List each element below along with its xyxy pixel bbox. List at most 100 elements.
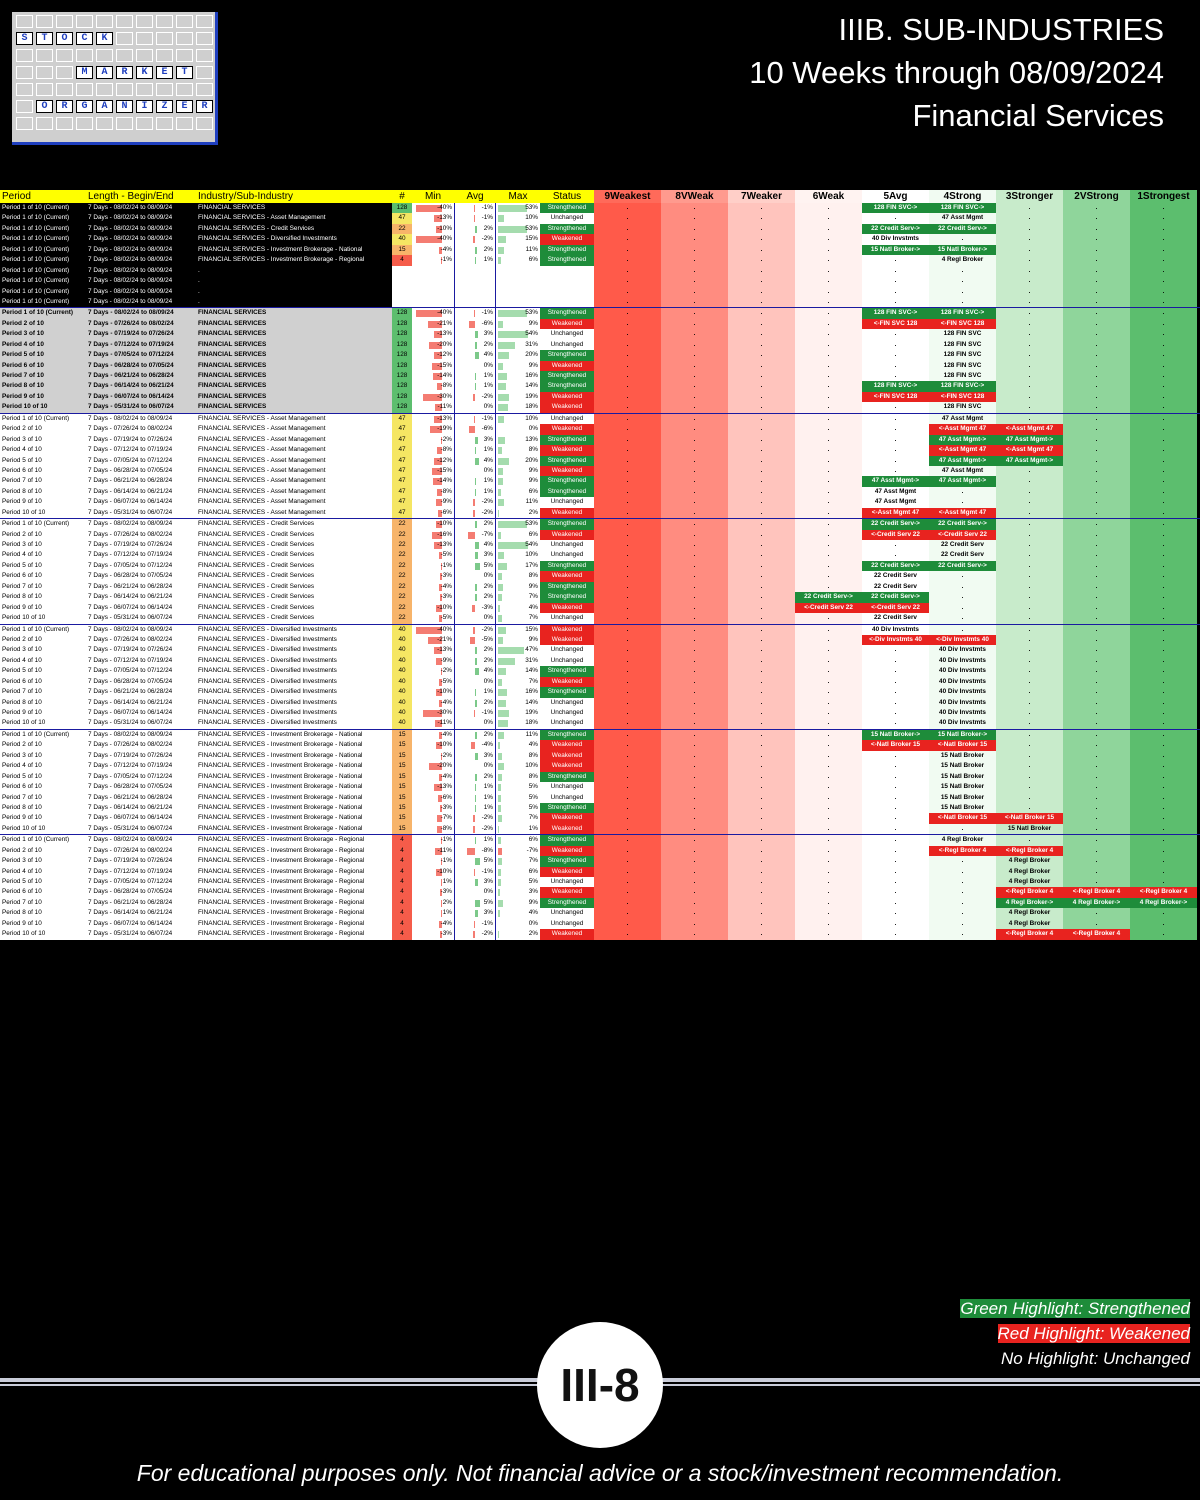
table-cell: -6% bbox=[412, 792, 454, 803]
table-cell: . bbox=[1130, 434, 1197, 446]
table-cell: . bbox=[1063, 507, 1130, 519]
value-bar bbox=[475, 773, 477, 781]
table-cell: 4 Regl Broker-> bbox=[1063, 897, 1130, 909]
table-cell: Period 8 of 10 bbox=[0, 486, 86, 498]
value-text: -5% bbox=[440, 614, 452, 622]
table-cell: . bbox=[728, 413, 795, 425]
table-cell: . bbox=[1130, 718, 1197, 729]
table-cell bbox=[496, 296, 540, 308]
table-cell: FINANCIAL SERVICES - Investment Brokerag… bbox=[196, 897, 392, 909]
table-cell: . bbox=[862, 465, 929, 477]
table-row: Period 4 of 10 7 Days - 07/12/24 to 07/19… bbox=[0, 445, 1200, 456]
legend-red-text: Red Highlight: Weakened bbox=[997, 1324, 1190, 1343]
table-cell: 7 Days - 07/05/24 to 07/12/24 bbox=[86, 877, 196, 888]
value-bar bbox=[439, 773, 442, 781]
table-cell: . bbox=[795, 740, 862, 751]
table-cell: . bbox=[594, 581, 661, 593]
table-cell: . bbox=[996, 581, 1063, 593]
table-cell: 4% bbox=[496, 908, 540, 919]
value-bar bbox=[475, 657, 477, 665]
table-cell: 4 bbox=[392, 908, 412, 919]
table-cell: 40 Div Invstmts bbox=[929, 718, 996, 729]
table-row: Period 8 of 10 7 Days - 06/14/24 to 06/21… bbox=[0, 381, 1200, 392]
table-cell: Weakened bbox=[540, 624, 594, 635]
table-cell: 16% bbox=[496, 687, 540, 698]
table-cell: -9% bbox=[412, 655, 454, 667]
table-cell: -2% bbox=[454, 929, 496, 940]
value-bar bbox=[422, 393, 442, 401]
table-cell: 2% bbox=[496, 929, 540, 940]
table-row: Period 5 of 10 7 Days - 07/05/24 to 07/12… bbox=[0, 666, 1200, 677]
table-row: Period 9 of 10 7 Days - 06/07/24 to 06/14… bbox=[0, 708, 1200, 719]
value-text: -20% bbox=[437, 340, 452, 348]
table-cell: 15 bbox=[392, 792, 412, 803]
value-text: 3% bbox=[483, 878, 493, 885]
table-cell: Period 7 of 10 bbox=[0, 371, 86, 382]
value-text: 4% bbox=[528, 741, 538, 749]
value-bar bbox=[440, 668, 442, 676]
table-cell: FINANCIAL SERVICES - Investment Brokerag… bbox=[196, 255, 392, 266]
value-bar bbox=[498, 478, 503, 486]
table-cell: FINANCIAL SERVICES - Diversified Investm… bbox=[196, 697, 392, 708]
table-cell bbox=[496, 286, 540, 297]
table-cell: 47 bbox=[392, 486, 412, 498]
value-bar bbox=[435, 742, 442, 750]
table-cell: FINANCIAL SERVICES - Asset Management bbox=[196, 213, 392, 224]
table-cell: Unchanged bbox=[540, 782, 594, 793]
table-cell: 128 FIN SVC-> bbox=[862, 381, 929, 392]
table-cell: 14% bbox=[496, 666, 540, 677]
table-cell: . bbox=[728, 286, 795, 297]
table-cell: FINANCIAL SERVICES - Investment Brokerag… bbox=[196, 792, 392, 803]
table-cell: . bbox=[594, 645, 661, 656]
table-cell: 10% bbox=[496, 761, 540, 772]
value-text: -3% bbox=[440, 803, 452, 811]
logo-cell bbox=[156, 15, 173, 28]
table-cell: . bbox=[661, 497, 728, 508]
table-cell: . bbox=[929, 929, 996, 940]
value-text: 19% bbox=[525, 709, 538, 716]
logo-cell bbox=[136, 49, 153, 62]
table-cell: . bbox=[728, 887, 795, 898]
table-cell: 1% bbox=[454, 371, 496, 382]
table-cell: <-Asst Mgmt 47 bbox=[996, 445, 1063, 456]
value-bar bbox=[440, 752, 442, 760]
table-cell: . bbox=[996, 645, 1063, 656]
table-cell: . bbox=[661, 908, 728, 919]
value-bar bbox=[441, 837, 442, 845]
table-cell: . bbox=[728, 782, 795, 793]
table-cell: 22 Credit Serv bbox=[862, 581, 929, 593]
table-cell: Period 8 of 10 bbox=[0, 381, 86, 392]
table-cell: 22 Credit Serv bbox=[862, 571, 929, 582]
table-cell: FINANCIAL SERVICES - Credit Services bbox=[196, 550, 392, 561]
value-bar bbox=[475, 594, 477, 602]
value-text: 3% bbox=[483, 551, 493, 559]
table-row: Period 10 of 10 7 Days - 05/31/24 to 06/0… bbox=[0, 613, 1200, 624]
value-text: -1% bbox=[481, 709, 493, 716]
table-cell: -1% bbox=[412, 560, 454, 572]
table-cell: . bbox=[795, 529, 862, 540]
table-cell: . bbox=[594, 486, 661, 498]
logo-cell bbox=[96, 83, 113, 96]
table-cell: . bbox=[728, 866, 795, 877]
value-bar bbox=[498, 225, 528, 233]
table-cell: . bbox=[728, 560, 795, 572]
table-cell: . bbox=[1130, 455, 1197, 466]
table-cell: Strengthened bbox=[540, 255, 594, 266]
table-cell: . bbox=[862, 402, 929, 413]
table-cell: Weakened bbox=[540, 634, 594, 646]
table-cell: 47% bbox=[496, 645, 540, 656]
table-cell: . bbox=[1063, 540, 1130, 551]
logo-cell bbox=[176, 32, 193, 45]
table-cell: -1% bbox=[454, 708, 496, 719]
table-cell: 7 Days - 07/26/24 to 08/02/24 bbox=[86, 318, 196, 330]
table-cell: . bbox=[728, 897, 795, 909]
table-cell: 128 bbox=[392, 360, 412, 371]
value-text: 3% bbox=[483, 435, 493, 443]
table-cell: . bbox=[862, 708, 929, 719]
table-cell: -40% bbox=[412, 308, 454, 319]
table-cell: . bbox=[1130, 203, 1197, 214]
value-text: 2% bbox=[483, 520, 493, 528]
table-cell: -4% bbox=[412, 581, 454, 593]
table-cell: . bbox=[594, 835, 661, 846]
table-cell: -2% bbox=[454, 813, 496, 824]
